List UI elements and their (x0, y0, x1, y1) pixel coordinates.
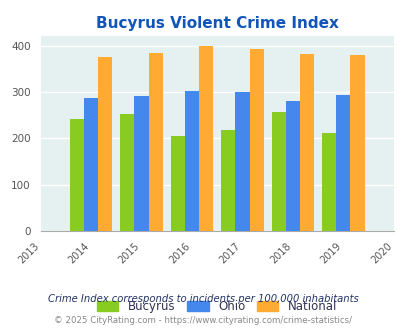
Bar (322, 133, 335, 231)
Bar (98, 57, 112, 231)
Title: Bucyrus Violent Crime Index: Bucyrus Violent Crime Index (96, 16, 338, 31)
Bar (350, 55, 364, 231)
Text: © 2025 CityRating.com - https://www.cityrating.com/crime-statistics/: © 2025 CityRating.com - https://www.city… (54, 316, 351, 325)
Bar (184, 91, 198, 231)
Bar (134, 96, 148, 231)
Bar (221, 130, 235, 231)
Bar (235, 92, 249, 231)
Bar (285, 101, 299, 231)
Bar (120, 114, 134, 231)
Bar (171, 136, 184, 231)
Text: Crime Index corresponds to incidents per 100,000 inhabitants: Crime Index corresponds to incidents per… (47, 294, 358, 304)
Bar (84, 98, 98, 231)
Bar (271, 112, 285, 231)
Bar (70, 119, 84, 231)
Bar (148, 53, 162, 231)
Bar (299, 54, 313, 231)
Bar (198, 46, 213, 231)
Legend: Bucyrus, Ohio, National: Bucyrus, Ohio, National (92, 295, 341, 318)
Bar (249, 49, 263, 231)
Bar (335, 95, 350, 231)
